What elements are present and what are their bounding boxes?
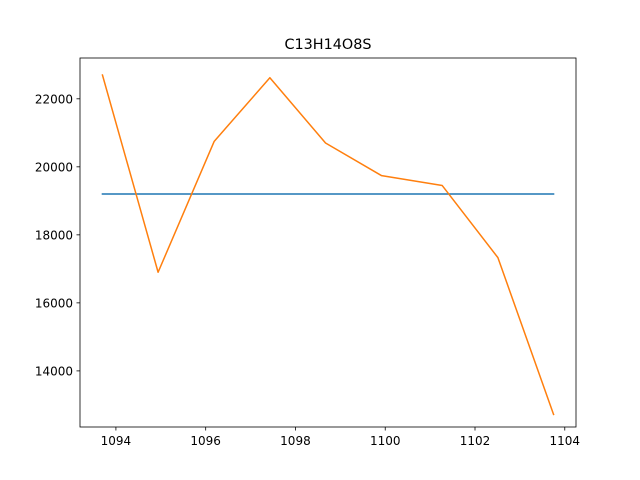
series-layer bbox=[101, 74, 555, 416]
y-tick-label: 14000 bbox=[35, 364, 73, 378]
axes-layer: 1094 1096 1098 1100 1102 1104 14000 16000 18000 2… bbox=[35, 57, 581, 448]
y-tick-label: 20000 bbox=[35, 160, 73, 174]
x-tick-label: 1094 bbox=[101, 434, 132, 448]
chart-title: C13H14O8S bbox=[284, 37, 371, 53]
series-line-2 bbox=[101, 74, 555, 416]
y-tick-label: 22000 bbox=[35, 92, 73, 106]
x-tick-label: 1102 bbox=[460, 434, 491, 448]
plot-frame bbox=[79, 57, 577, 428]
x-tick-label: 1098 bbox=[280, 434, 311, 448]
x-tick-label: 1100 bbox=[370, 434, 401, 448]
y-tick-label: 16000 bbox=[35, 296, 73, 310]
y-tick-label: 18000 bbox=[35, 228, 73, 242]
x-tick-label: 1096 bbox=[190, 434, 221, 448]
x-tick-label: 1104 bbox=[550, 434, 581, 448]
